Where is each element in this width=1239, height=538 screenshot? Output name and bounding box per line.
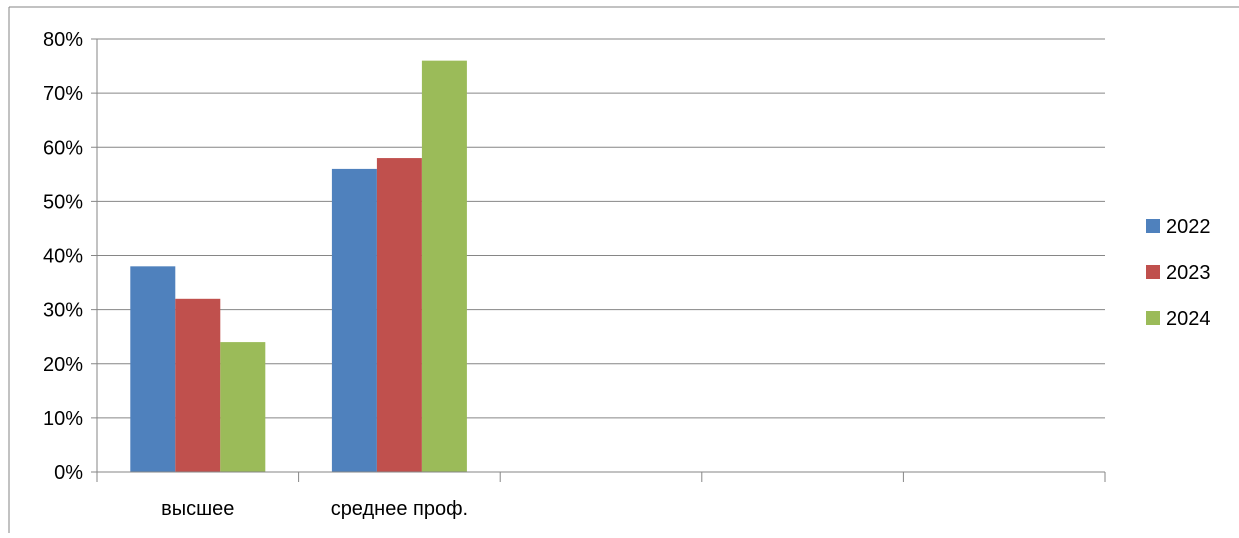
bar-2022: [130, 266, 176, 472]
legend-label: 2022: [1166, 216, 1211, 238]
y-tick-label: 20%: [43, 354, 83, 376]
x-tick-label: высшее: [161, 498, 234, 520]
bar-2024: [220, 342, 266, 472]
legend-label: 2023: [1166, 262, 1211, 284]
legend-label: 2024: [1166, 308, 1211, 330]
bar-2023: [376, 158, 422, 472]
y-tick-label: 50%: [43, 191, 83, 213]
axis-labels: 0% 10% 20% 30% 40% 50% 60% 70% 80% высшее среднее …: [43, 29, 468, 520]
bar-2024: [421, 60, 467, 473]
y-tick-label: 60%: [43, 137, 83, 159]
y-tick-label: 10%: [43, 408, 83, 430]
legend-swatch: [1146, 265, 1160, 279]
y-tick-label: 80%: [43, 29, 83, 51]
legend-swatch: [1146, 219, 1160, 233]
x-tick-label: среднее проф.: [331, 498, 468, 520]
y-tick-label: 40%: [43, 246, 83, 268]
y-tick-label: 30%: [43, 300, 83, 322]
bar-2023: [175, 298, 221, 472]
y-tick-label: 70%: [43, 83, 83, 105]
bar-2022: [331, 168, 377, 472]
legend-swatch: [1146, 311, 1160, 325]
axes: [91, 38, 1106, 482]
legend: 2022 2023 2024: [1146, 216, 1211, 330]
y-tick-label: 0%: [54, 462, 83, 484]
bars: [130, 60, 467, 473]
